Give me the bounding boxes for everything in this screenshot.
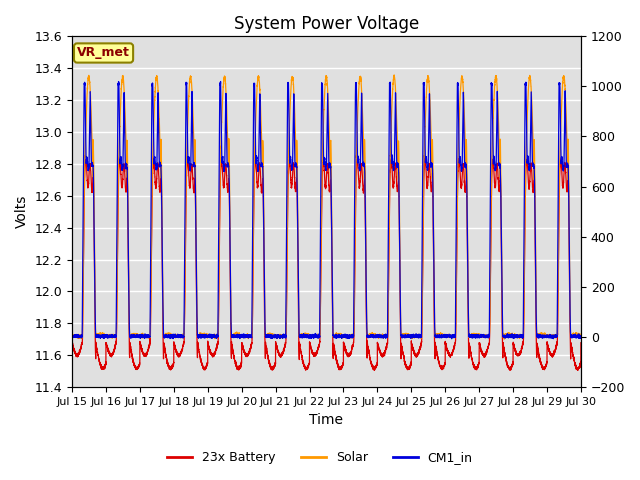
Text: VR_met: VR_met: [77, 47, 130, 60]
CM1_in: [397, 306, 404, 312]
CM1_in: [177, 333, 185, 338]
CM1_in: [172, 334, 179, 339]
Line: 23x Battery: 23x Battery: [72, 158, 581, 371]
Title: System Power Voltage: System Power Voltage: [234, 15, 419, 33]
CM1_in: [259, 164, 266, 170]
23x Battery: [371, 368, 378, 373]
Solar: [575, 334, 583, 340]
23x Battery: [172, 347, 179, 353]
X-axis label: Time: Time: [310, 413, 344, 427]
CM1_in: [575, 333, 583, 339]
Line: CM1_in: CM1_in: [72, 82, 581, 339]
Y-axis label: Volts: Volts: [15, 195, 29, 228]
23x Battery: [469, 360, 477, 366]
23x Battery: [259, 180, 266, 186]
Solar: [500, 336, 508, 342]
23x Battery: [577, 340, 585, 346]
CM1_in: [469, 334, 477, 339]
23x Battery: [150, 156, 157, 161]
CM1_in: [68, 333, 76, 338]
CM1_in: [217, 79, 225, 84]
23x Battery: [68, 338, 76, 344]
Line: Solar: Solar: [72, 75, 581, 339]
23x Battery: [177, 349, 185, 355]
CM1_in: [577, 336, 585, 341]
Solar: [259, 170, 266, 176]
Legend: 23x Battery, Solar, CM1_in: 23x Battery, Solar, CM1_in: [163, 446, 477, 469]
Solar: [577, 333, 585, 339]
23x Battery: [397, 328, 404, 334]
Solar: [68, 333, 76, 339]
Solar: [397, 300, 404, 306]
Solar: [390, 72, 398, 78]
Solar: [469, 332, 477, 337]
Solar: [177, 333, 185, 339]
CM1_in: [448, 336, 456, 342]
Solar: [172, 333, 179, 338]
23x Battery: [575, 365, 583, 371]
